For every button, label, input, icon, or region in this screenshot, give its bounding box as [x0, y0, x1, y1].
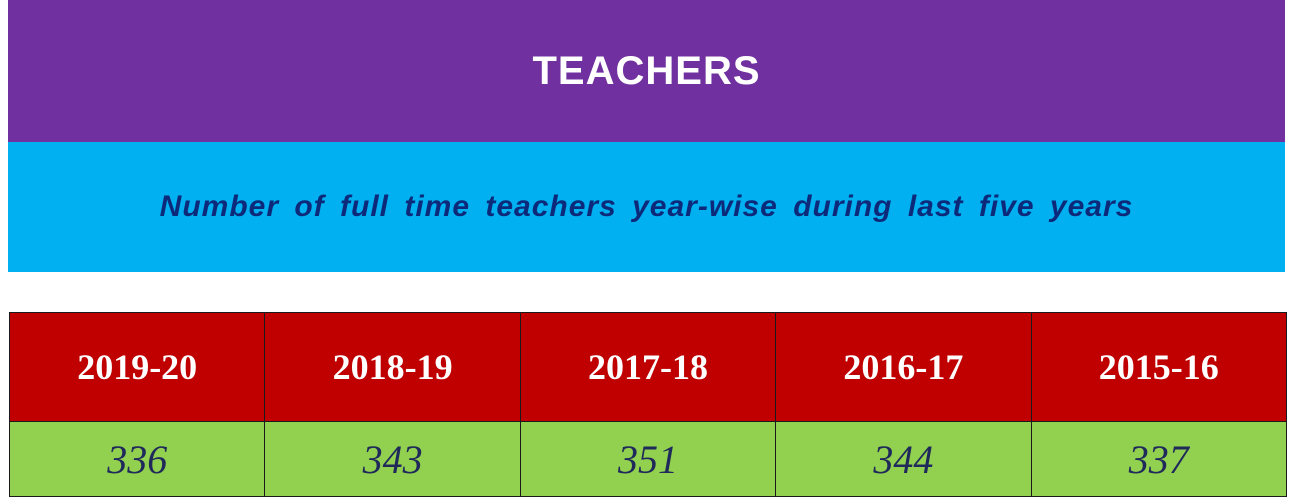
year-cell-2018-19: 2018-19 [264, 312, 521, 422]
count-cell-2016-17: 344 [775, 421, 1032, 497]
count-cell-2015-16: 337 [1030, 421, 1288, 497]
page-subtitle: Number of full time teachers year-wise d… [159, 190, 1134, 223]
teacher-count-row: 336 343 351 344 337 [8, 421, 1288, 497]
year-header-row: 2019-20 2018-19 2017-18 2016-17 2015-16 [8, 312, 1288, 422]
count-cell-2017-18: 351 [519, 421, 777, 497]
subtitle-banner: Number of full time teachers year-wise d… [8, 142, 1285, 272]
year-cell-2016-17: 2016-17 [775, 312, 1032, 422]
year-cell-2019-20: 2019-20 [8, 312, 266, 422]
year-cell-2017-18: 2017-18 [519, 312, 777, 422]
count-cell-2019-20: 336 [8, 421, 266, 497]
page-title: TEACHERS [532, 48, 761, 93]
teachers-table: 2019-20 2018-19 2017-18 2016-17 2015-16 … [8, 312, 1288, 497]
title-banner: TEACHERS [8, 0, 1285, 142]
count-cell-2018-19: 343 [264, 421, 521, 497]
year-cell-2015-16: 2015-16 [1030, 312, 1288, 422]
